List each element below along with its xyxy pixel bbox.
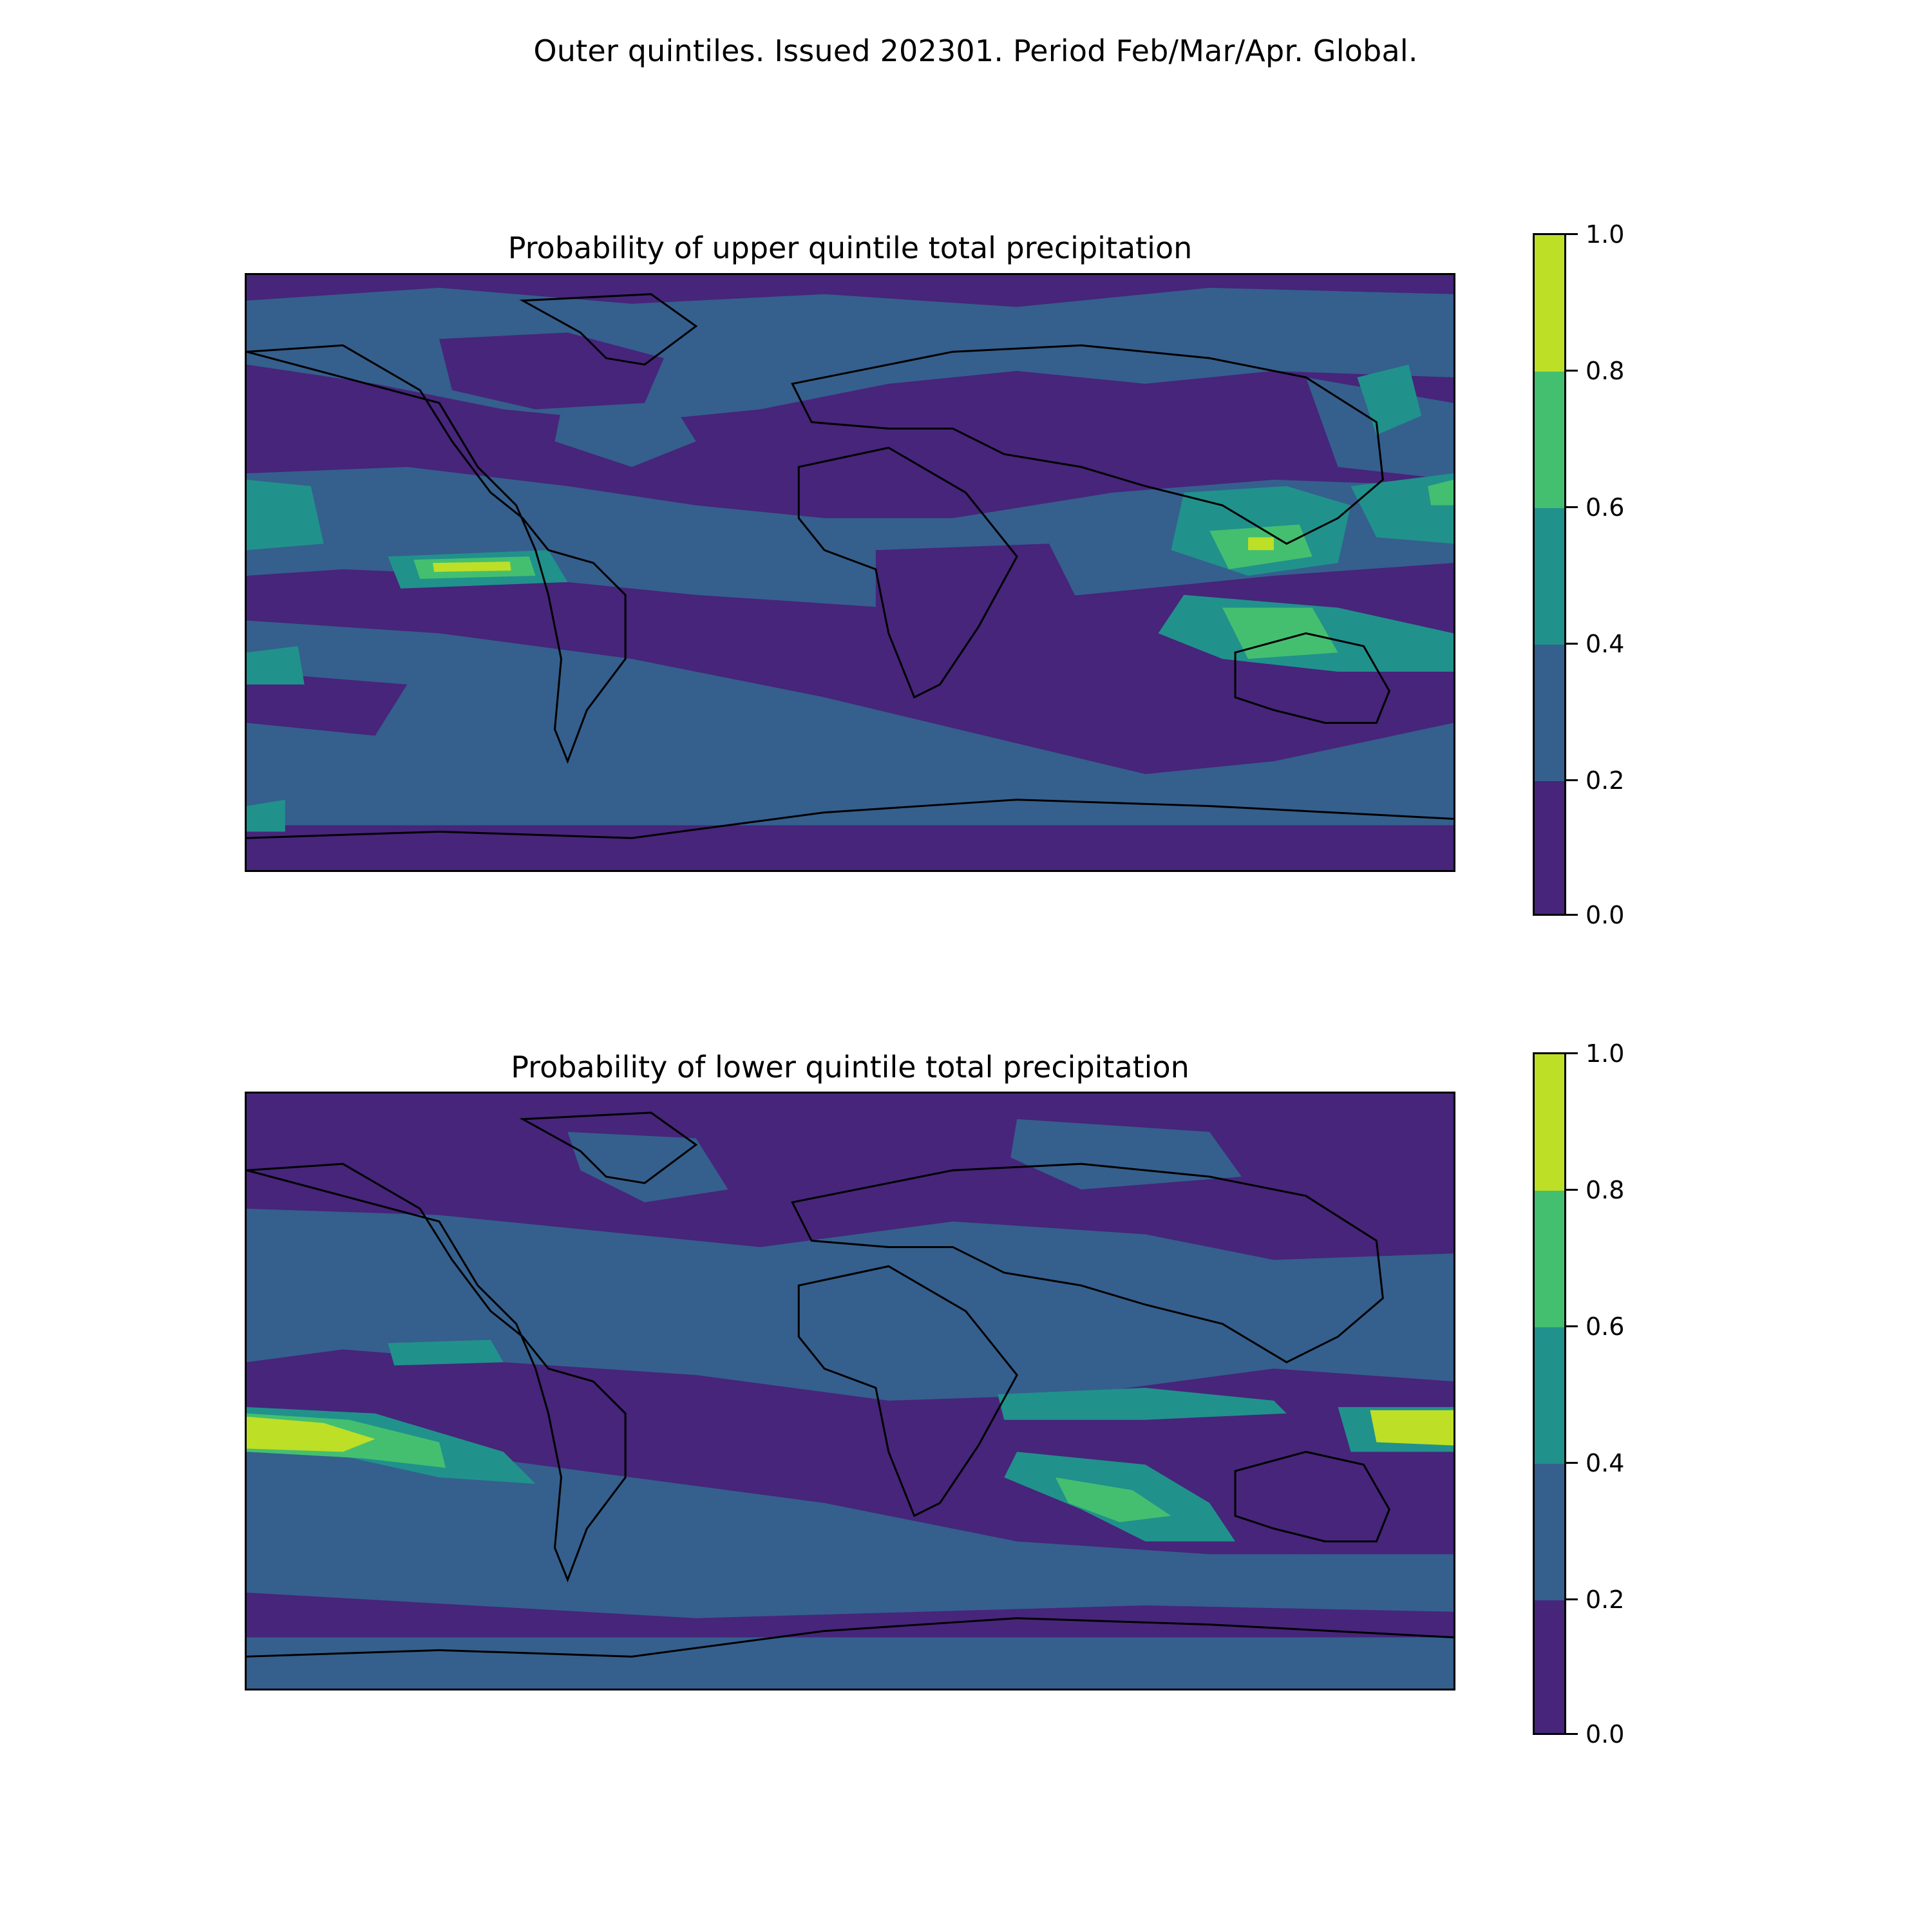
colorbar-1-tick [1566,370,1578,372]
colorbar-2-seg-0.2-0.4 [1535,1464,1564,1600]
colorbar-2-label: 0.6 [1586,1312,1625,1341]
colorbar-1-label: 0.4 [1586,630,1625,658]
colorbar-2-tick [1566,1052,1578,1054]
colorbar-2 [1533,1052,1566,1735]
colorbar-2-seg-0.0-0.2 [1535,1600,1564,1733]
panel-2-map [245,1092,1455,1690]
p1-coastlines [247,293,1454,839]
colorbar-1-label: 1.0 [1586,220,1625,249]
colorbar-1-label: 0.0 [1586,901,1625,929]
colorbar-2-tick [1566,1733,1578,1735]
colorbar-2-tick [1566,1598,1578,1600]
colorbar-1-seg-0.4-0.6 [1535,508,1564,645]
colorbar-2-seg-0.8-1.0 [1535,1054,1564,1191]
colorbar-2-label: 0.4 [1586,1449,1625,1477]
colorbar-2-seg-0.6-0.8 [1535,1191,1564,1327]
colorbar-1-tick [1566,506,1578,508]
colorbar-1-tick [1566,233,1578,235]
panel-1-map-svg [247,275,1454,870]
colorbar-1-label: 0.8 [1586,357,1625,385]
p1-class-0.8-1.0 [433,537,1274,573]
colorbar-1 [1533,233,1566,916]
colorbar-1-label: 0.2 [1586,766,1625,795]
colorbar-1-seg-0.2-0.4 [1535,645,1564,781]
colorbar-1-label: 0.6 [1586,493,1625,522]
colorbar-2-label: 0.0 [1586,1720,1625,1748]
panel-1-title: Probability of upper quintile total prec… [507,231,1193,265]
colorbar-1-tick [1566,779,1578,781]
figure-suptitle: Outer quintiles. Issued 202301. Period F… [533,33,1418,68]
panel-2-title: Probability of lower quintile total prec… [511,1050,1189,1084]
p2-coastlines [247,1112,1454,1658]
colorbar-2-label: 0.2 [1586,1586,1625,1614]
colorbar-1-tick [1566,643,1578,645]
colorbar-2-tick [1566,1462,1578,1464]
colorbar-2-tick [1566,1325,1578,1327]
p2-class-0.8-1.0 [247,1410,1454,1452]
p2-class-0.0-0.2 [247,1362,1454,1638]
colorbar-2-label: 0.8 [1586,1176,1625,1204]
panel-1-map [245,273,1455,872]
colorbar-2-label: 1.0 [1586,1039,1625,1068]
colorbar-1-seg-0.6-0.8 [1535,372,1564,508]
colorbar-2-tick [1566,1189,1578,1191]
panel-2-map-svg [247,1094,1454,1689]
colorbar-1-seg-0.0-0.2 [1535,781,1564,914]
colorbar-2-seg-0.4-0.6 [1535,1327,1564,1464]
colorbar-1-seg-0.8-1.0 [1535,235,1564,372]
colorbar-1-tick [1566,914,1578,916]
